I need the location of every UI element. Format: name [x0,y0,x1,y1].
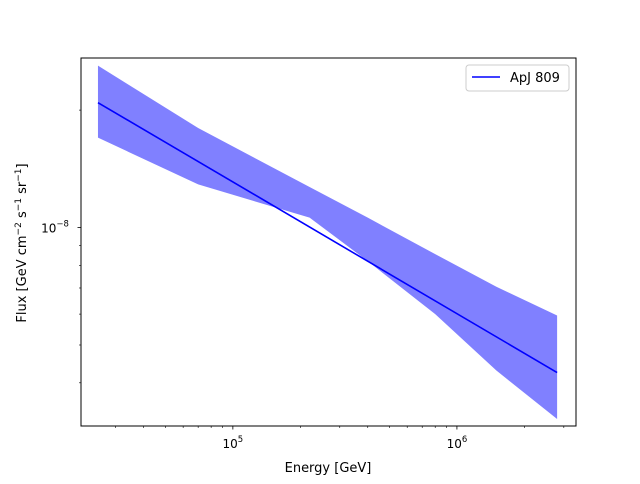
x-tick-label-1: 106 [447,435,468,451]
series-line-0 [97,101,558,374]
legend-box [465,64,570,92]
tick-layer: 105 106 10−8 [41,109,565,451]
plot-layer [80,57,577,427]
x-tick-label-0: 105 [223,435,244,451]
y-tick-label-0: 10−8 [41,220,69,236]
legend: ApJ 809 [465,64,570,92]
y-axis-label: Flux [GeV cm−2 s−1 sr−1] [14,163,30,322]
legend-series-label: ApJ 809 [510,71,560,86]
uncertainty-band [97,65,558,420]
x-axis-label: Energy [GeV] [285,461,372,476]
plot-frame [80,57,577,427]
